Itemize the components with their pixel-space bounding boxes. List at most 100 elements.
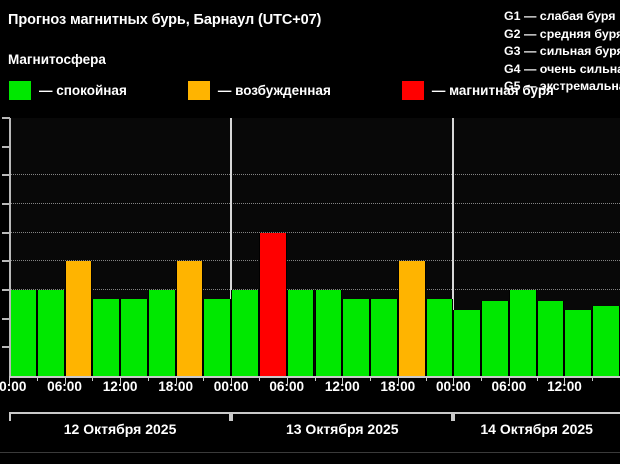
x-tick-h57 [536, 376, 538, 381]
legend: — спокойная — возбужденная — магнитная бур… [8, 79, 554, 101]
legend-label-unsettled: — возбужденная [217, 82, 331, 98]
x-label-h24: 00:00 [213, 379, 249, 394]
x-tick-h21 [203, 376, 205, 381]
y-tick-8 [2, 145, 10, 148]
bar [9, 290, 37, 376]
magnetosphere-label: Магнитосфера [8, 52, 106, 67]
bar [397, 261, 426, 376]
y-tick-2 [2, 317, 10, 320]
x-tick-h45 [425, 376, 427, 381]
bar [175, 261, 204, 376]
x-tick-h36 [342, 376, 344, 384]
bar [536, 301, 565, 376]
day-bracket-2 [231, 412, 454, 421]
bar [203, 298, 232, 376]
bar [481, 301, 509, 376]
gridline-kp-6 [9, 203, 620, 204]
gridline-kp-4 [9, 260, 620, 262]
gridline-kp-3 [9, 289, 620, 290]
bar [36, 290, 65, 376]
x-tick-h48 [453, 376, 455, 384]
legend-label-quiet: — спокойная [39, 82, 127, 98]
g-scale-row-4: G4 — очень сильная буря [504, 61, 620, 76]
x-tick-h33 [314, 376, 316, 381]
y-tick-9 [2, 117, 10, 119]
y-tick-6 [2, 203, 10, 205]
x-label-h36: 12:00 [324, 379, 360, 394]
bar [453, 310, 482, 376]
bar [64, 261, 93, 376]
bottom-divider [0, 452, 620, 453]
x-tick-h3 [36, 376, 38, 381]
x-tick-h30 [286, 376, 288, 384]
y-tick-4 [2, 260, 10, 263]
x-tick-h51 [481, 376, 483, 381]
day-label-2: 13 Октября 2025 [285, 421, 399, 437]
legend-item-quiet: — спокойная [8, 79, 127, 101]
x-tick-h6 [64, 376, 66, 384]
bar [314, 290, 343, 376]
y-tick-3 [2, 289, 10, 291]
bar [286, 290, 315, 376]
bar [370, 298, 398, 376]
x-tick-h63 [592, 376, 594, 381]
day-bracket-3 [453, 412, 620, 421]
x-label-h30: 06:00 [269, 379, 305, 394]
legend-label-storm: — магнитная буря [431, 82, 554, 98]
x-tick-h39 [370, 376, 372, 381]
day-label-3: 14 Октября 2025 [480, 421, 593, 437]
x-tick-h15 [147, 376, 149, 381]
x-tick-h42 [397, 376, 399, 384]
bar [342, 298, 371, 376]
x-tick-h60 [564, 376, 566, 384]
x-label-h42: 18:00 [380, 379, 416, 394]
bar [147, 290, 176, 376]
g-scale-row-3: G3 — сильная буря [504, 44, 620, 59]
g-scale-row-1: G1 — слабая буря [504, 9, 616, 23]
legend-item-unsettled: — возбужденная [186, 79, 331, 101]
x-tick-h18 [175, 376, 177, 384]
bar [425, 298, 454, 376]
bar [258, 232, 287, 376]
x-tick-h54 [508, 376, 510, 384]
x-label-h6: 06:00 [47, 379, 82, 394]
x-label-h48: 00:00 [435, 379, 471, 394]
gridline-kp-7 [9, 174, 620, 176]
g-scale-row-2: G2 — средняя буря [504, 26, 620, 41]
legend-swatch-storm [400, 79, 425, 101]
x-label-h0: 00:00 [0, 379, 27, 394]
y-tick-1 [2, 346, 10, 349]
x-label-h18: 18:00 [158, 379, 194, 394]
y-tick-7 [2, 174, 10, 177]
x-tick-h9 [92, 376, 94, 381]
bar [120, 298, 148, 376]
bar [564, 310, 593, 376]
x-tick-h27 [258, 376, 260, 381]
page-title: Прогноз магнитных бурь, Барнаул (UTC+07) [8, 12, 322, 28]
bar [508, 290, 537, 376]
bar [592, 305, 620, 376]
x-tick-h0 [9, 376, 10, 384]
x-tick-h24 [231, 376, 233, 384]
x-axis-labels: 00:00 06:00 12:00 18:00 00:00 06:00 12:00 18:00… [0, 379, 620, 401]
legend-swatch-unsettled [186, 79, 211, 101]
legend-swatch-quiet [8, 79, 32, 101]
day-label-1: 12 Октября 2025 [63, 421, 177, 437]
y-axis [9, 118, 11, 376]
bar [231, 290, 259, 376]
x-label-h12: 12:00 [102, 379, 138, 394]
gridline-kp-5 [9, 231, 620, 233]
day-labels: 12 Октября 2025 13 Октября 2025 14 Октября… [0, 421, 620, 445]
day-separator-1 [230, 118, 233, 376]
chart-canvas [9, 118, 620, 376]
bar-series [9, 118, 620, 376]
day-bracket-1 [9, 412, 232, 421]
day-separator-2 [452, 118, 455, 376]
g-scale-row-5: G5 — экстремальная буря [504, 79, 620, 94]
chart-plot-area [0, 117, 620, 376]
g-scale-legend: G1 — слабая буря G2 — средняя буря G3 — си… [498, 8, 620, 96]
legend-item-storm: — магнитная буря [400, 79, 554, 101]
x-label-h60: 12:00 [547, 379, 582, 394]
x-tick-h12 [120, 376, 122, 384]
